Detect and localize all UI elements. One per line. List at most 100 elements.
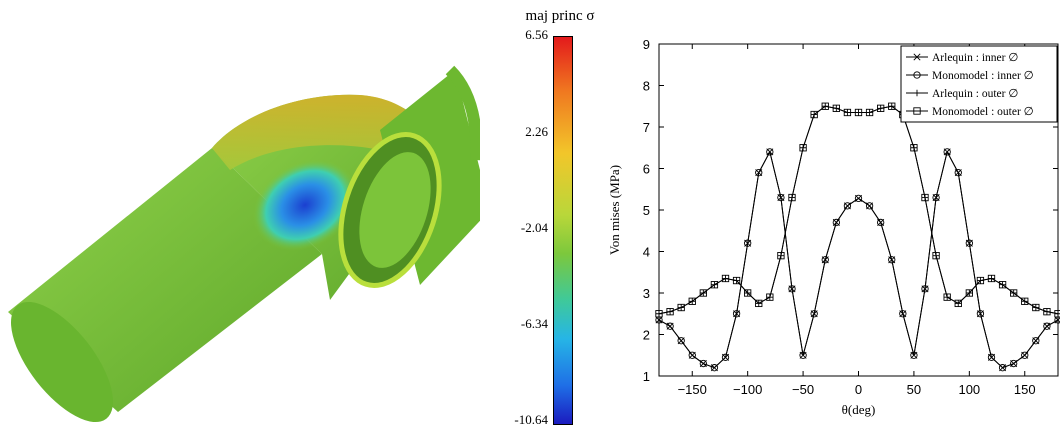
series-3-point (655, 310, 663, 318)
series-1-point (976, 310, 985, 318)
legend-label-3: Monomodel : outer ∅ (932, 106, 1034, 118)
series-1-point (732, 310, 741, 318)
series-3-point (666, 308, 674, 316)
x-axis-label: θ(deg) (842, 402, 876, 417)
series-3-point (943, 293, 951, 301)
series-3-point (721, 274, 730, 283)
series-1-point (865, 202, 874, 210)
series-3-point (877, 104, 885, 112)
colorbar-tick-2: 2.26 (525, 124, 548, 139)
y-tick-label: 9 (643, 37, 650, 52)
series-1-point (721, 353, 730, 361)
series-3-point (910, 144, 918, 152)
series-1-point (854, 194, 863, 203)
series-3-point (865, 108, 874, 117)
series-3-point (1032, 303, 1040, 312)
series-1-point (888, 256, 896, 264)
series-1-point (1043, 322, 1051, 330)
stress-concentration (252, 159, 358, 251)
y-axis-label: Von mises (MPa) (607, 165, 622, 255)
series-3-point (744, 289, 752, 297)
series-1-point (766, 148, 774, 156)
y-tick-label: 7 (643, 120, 650, 135)
series-3-point (788, 193, 796, 202)
series-1-point (688, 351, 696, 359)
series-1-point (932, 193, 940, 202)
series-3-point (921, 193, 929, 202)
series-3-point (755, 299, 763, 308)
series-3-point (888, 102, 896, 110)
legend-label-1: Monomodel : inner ∅ (932, 70, 1034, 82)
series-line-3 (658, 105, 1059, 315)
series-3-point (843, 108, 852, 117)
series-3-point (677, 303, 685, 312)
y-tick-label: 3 (643, 286, 650, 301)
series-3-point (832, 104, 840, 112)
y-tick-label: 4 (643, 245, 650, 260)
legend-marker-1 (913, 71, 921, 79)
x-tick-label: 50 (907, 382, 921, 397)
colorbar-tick-min: -10.64 (514, 412, 548, 427)
colorbar (553, 36, 573, 425)
series-3-point (810, 110, 818, 119)
series-1-point (666, 322, 674, 330)
series-3-point (987, 274, 996, 283)
series-1-point (810, 310, 818, 318)
colorbar-tick-max: 6.56 (525, 27, 548, 42)
series-3-point (1043, 308, 1051, 316)
series-3-point (998, 281, 1007, 289)
legend-label-0: Arlequin : inner ∅ (932, 52, 1018, 64)
colorbar-tick-3: -2.04 (520, 220, 548, 235)
series-1-point (1032, 337, 1040, 345)
series-1-point (777, 193, 785, 202)
series-1-point (677, 337, 685, 345)
von-mises-chart: −150 −100 −50 0 50 100 150 1 2 3 4 5 6 7 8 9 θ(deg) Von m… (607, 37, 1060, 417)
series-3-point (1054, 310, 1060, 318)
series-1-point (1010, 359, 1018, 368)
lower-pipe-end (11, 301, 113, 423)
series-3-point (1010, 289, 1018, 297)
series-3-point (976, 276, 985, 285)
series-1-point (910, 351, 918, 359)
series-3-point (688, 297, 696, 305)
series-3-point (821, 102, 829, 110)
series-3-point (777, 251, 785, 260)
y-tick-label: 2 (643, 328, 650, 343)
series-3-point (932, 251, 940, 260)
series-3-point (1021, 297, 1029, 305)
series-1-point (998, 364, 1007, 372)
x-tick-label: 150 (1014, 382, 1036, 397)
series-3-point (766, 293, 774, 301)
x-tick-label: −150 (678, 382, 707, 397)
y-tick-label: 5 (643, 203, 650, 218)
series-1-point (899, 310, 907, 318)
x-tick-label: 0 (855, 382, 862, 397)
pipe-bend-render (8, 65, 480, 423)
legend-label-2: Arlequin : outer ∅ (932, 88, 1018, 100)
series-line-1 (658, 150, 1059, 369)
series-1-point (987, 353, 996, 361)
series-1-point (843, 202, 852, 210)
series-line-0 (658, 150, 1059, 369)
colorbar-title: maj princ σ (525, 8, 595, 24)
series-1-point (1021, 351, 1029, 359)
legend-box (900, 45, 1058, 123)
series-1-point (821, 256, 829, 264)
series-3-point (854, 108, 863, 117)
series-1-point (965, 239, 973, 247)
series-3-point (965, 289, 973, 297)
series-1-point (954, 168, 962, 177)
series-1-point (921, 285, 929, 293)
series-1-point (744, 239, 752, 247)
series-3-point (799, 144, 807, 152)
series-3-point (954, 299, 962, 308)
colorbar-tick-4: -6.34 (520, 316, 548, 331)
series-1-point (832, 218, 840, 227)
x-tick-label: −100 (733, 382, 762, 397)
series-3-point (732, 276, 741, 285)
series-1-point (788, 285, 796, 293)
y-tick-label: 8 (643, 79, 650, 94)
series-1-point (710, 364, 719, 372)
y-tick-label: 1 (643, 369, 650, 384)
series-1-point (877, 218, 885, 227)
